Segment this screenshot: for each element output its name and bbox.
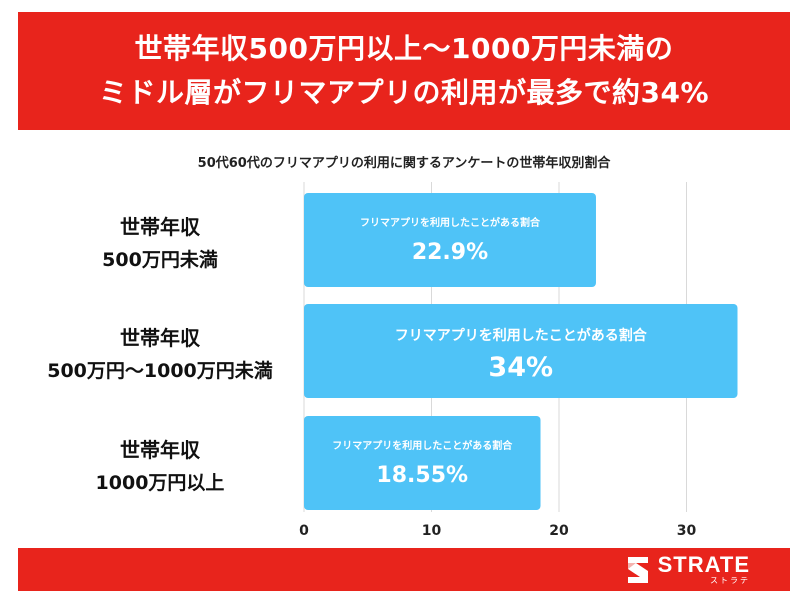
footer-banner: STRATE ストラテ [18,548,790,591]
bar [304,193,596,287]
header-banner: 世帯年収500万円以上〜1000万円未満の ミドル層がフリマアプリの利用が最多で… [18,12,790,130]
headline-line-1: 世帯年収500万円以上〜1000万円未満の [134,32,674,65]
bar-caption: フリマアプリを利用したことがある割合 [332,439,513,452]
bar-caption: フリマアプリを利用したことがある割合 [360,216,541,229]
category-label: 500万円〜1000万円未満 [47,359,273,382]
data-label: 18.55% [376,463,468,488]
x-axis-ticks: 0 10 20 30 [299,523,696,539]
strate-logo: STRATE ストラテ [624,554,750,585]
logo-subtext: ストラテ [710,576,750,585]
strate-s-icon [627,556,648,583]
bar-caption: フリマアプリを利用したことがある割合 [395,327,648,344]
bar [304,416,541,510]
category-label: 500万円未満 [102,248,218,271]
category-label: 世帯年収 [120,438,201,462]
x-tick-label: 10 [422,523,442,539]
x-tick-label: 30 [677,523,697,539]
category-label: 1000万円以上 [96,472,225,494]
chart-title: 50代60代のフリマアプリの利用に関するアンケートの世帯年収別割合 [197,156,611,171]
category-label: 世帯年収 [120,326,201,350]
x-tick-label: 0 [299,523,309,539]
category-label: 世帯年収 [120,215,201,239]
data-label: 34% [488,352,553,383]
bars: フリマアプリを利用したことがある割合 22.9% フリマアプリを利用したことがある割… [304,193,738,510]
bar [304,304,738,398]
data-label: 22.9% [412,240,488,265]
x-tick-label: 20 [549,523,569,539]
logo-wordmark: STRATE [657,552,750,577]
headline-line-2: ミドル層がフリマアプリの利用が最多で約34% [98,76,710,109]
